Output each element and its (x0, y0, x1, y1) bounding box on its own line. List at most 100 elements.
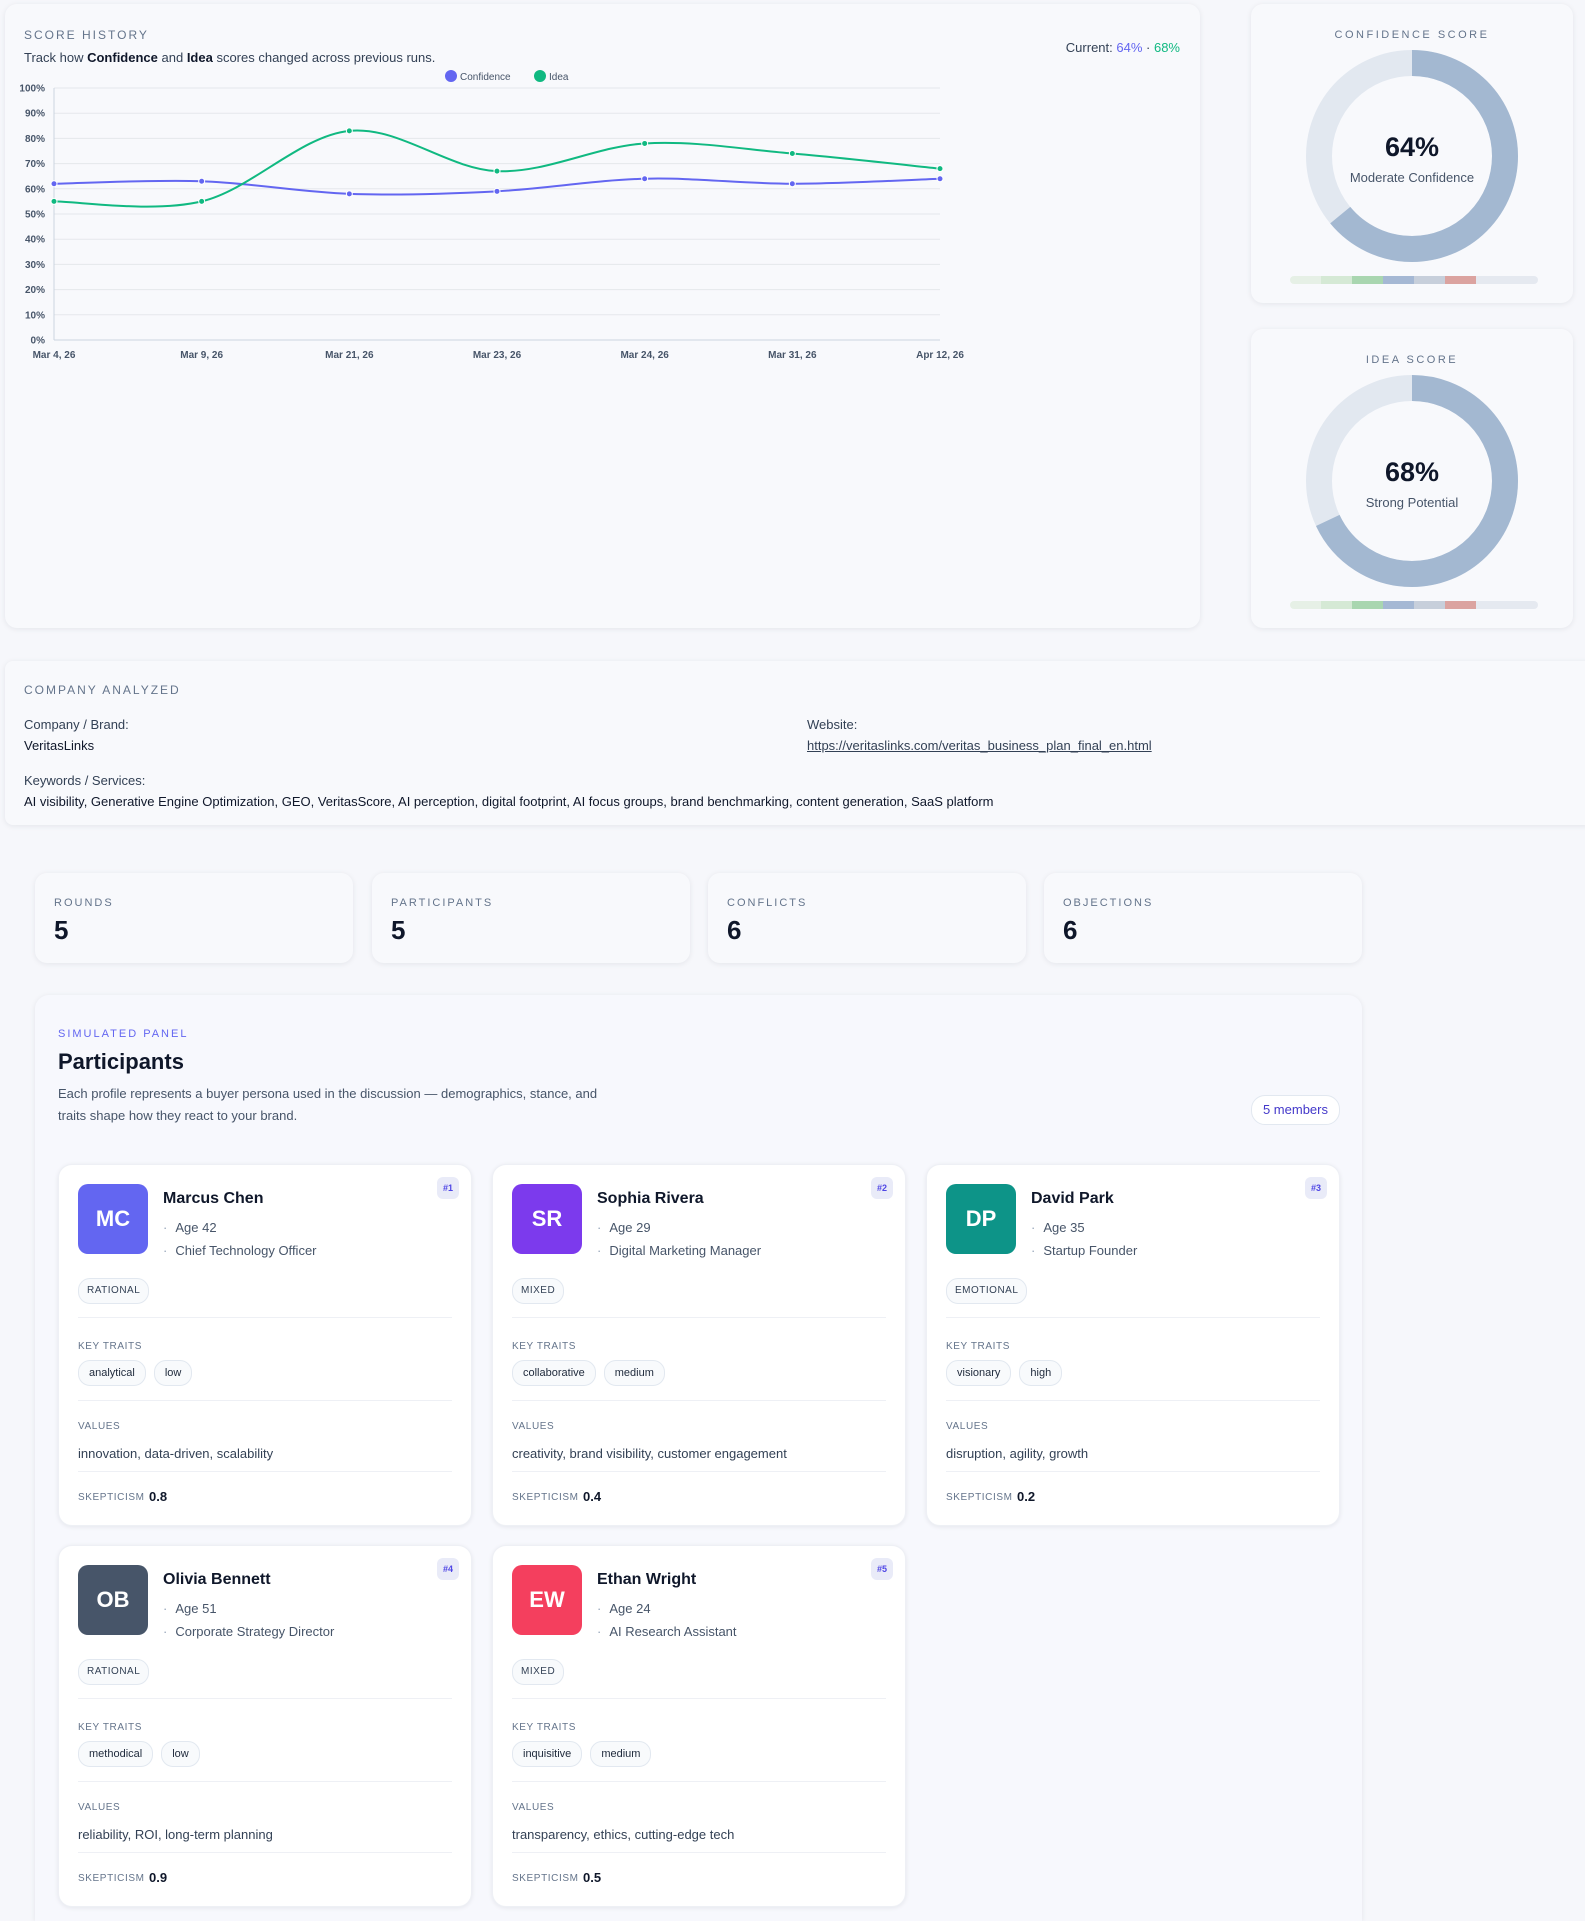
stat-value: 5 (391, 915, 406, 945)
participant-card: #5 EW Ethan Wright Age 24 AI Research Assist… (492, 1545, 906, 1907)
keywords-label: Keywords / Services: (24, 773, 146, 788)
y-tick-label: 100% (19, 84, 45, 95)
data-point-idea (493, 167, 501, 175)
participant-card: #4 OB Olivia Bennett Age 51 Corporate Strate… (58, 1545, 472, 1907)
participant-role: Corporate Strategy Director (163, 1624, 334, 1639)
divider (512, 1852, 886, 1853)
skepticism-label: SKEPTICISM (512, 1873, 579, 1884)
participant-role: Startup Founder (1031, 1243, 1137, 1258)
trait-chip: methodical (78, 1741, 154, 1767)
values-label: VALUES (946, 1421, 989, 1432)
values-label: VALUES (78, 1421, 121, 1432)
y-tick-label: 80% (25, 134, 45, 145)
trait-list: analytical low (78, 1360, 193, 1386)
data-point-confidence (788, 180, 796, 188)
data-point-confidence (198, 177, 206, 185)
participant-card: #3 DP David Park Age 35 Startup Founder EMOTI… (926, 1164, 1340, 1526)
divider (512, 1781, 886, 1782)
current-scores: Current: 64% · 68% (1065, 40, 1180, 55)
avatar: DP (946, 1184, 1016, 1254)
scale-segment (1445, 276, 1476, 284)
idea-score-card: IDEA SCORE 68% Strong Potential (1251, 329, 1573, 628)
stat-value: 6 (727, 915, 742, 945)
skepticism-label: SKEPTICISM (78, 1873, 145, 1884)
divider (78, 1852, 452, 1853)
trait-chip: medium (590, 1741, 652, 1767)
data-point-confidence (641, 175, 649, 183)
x-tick-label: Mar 4, 26 (33, 350, 76, 361)
members-badge: 5 members (1250, 1095, 1340, 1125)
divider (78, 1471, 452, 1472)
skepticism-value: 0.5 (583, 1870, 602, 1885)
x-tick-label: Apr 12, 26 (916, 350, 964, 361)
legend-swatch (445, 70, 457, 82)
participant-role: Digital Marketing Manager (597, 1243, 761, 1258)
trait-list: inquisitive medium (512, 1741, 652, 1767)
scale-segment (1383, 276, 1414, 284)
panel-description: Each profile represents a buyer persona … (58, 1086, 598, 1123)
skepticism-label: SKEPTICISM (946, 1492, 1013, 1503)
stat-label: CONFLICTS (727, 897, 808, 909)
participant-rank: #5 (871, 1558, 893, 1580)
trait-chip: low (161, 1741, 200, 1767)
skepticism-value: 0.4 (583, 1489, 602, 1504)
participant-role: AI Research Assistant (597, 1624, 736, 1639)
skepticism-value: 0.9 (149, 1870, 168, 1885)
stat-value: 5 (54, 915, 69, 945)
divider (78, 1317, 452, 1318)
x-tick-label: Mar 21, 26 (325, 350, 374, 361)
legend-label: Confidence (460, 72, 511, 83)
idea-gauge (1306, 375, 1518, 587)
stat-label: ROUNDS (54, 897, 114, 909)
avatar: SR (512, 1184, 582, 1254)
score-history-eyebrow: SCORE HISTORY (24, 28, 149, 42)
stance-badge: MIXED (512, 1278, 565, 1304)
participant-values: innovation, data-driven, scalability (78, 1446, 274, 1461)
avatar: EW (512, 1565, 582, 1635)
score-history-chart: 0% 10% 20% 30% 40% 50% 60% 70% 80% 90% 100% Mar 4, … (19, 70, 964, 361)
participant-age: Age 35 (1031, 1220, 1084, 1235)
scale-segment (1476, 276, 1507, 284)
x-tick-label: Mar 31, 26 (768, 350, 817, 361)
y-tick-label: 50% (25, 210, 45, 221)
participant-values: reliability, ROI, long-term planning (78, 1827, 273, 1842)
trait-chip: medium (603, 1360, 665, 1386)
values-label: VALUES (512, 1421, 555, 1432)
confidence-label: Moderate Confidence (1349, 170, 1475, 185)
data-point-confidence (936, 175, 944, 183)
keywords-value: AI visibility, Generative Engine Optimiz… (24, 794, 994, 809)
participant-age: Age 24 (597, 1601, 650, 1616)
website-link[interactable]: https://veritaslinks.com/veritas_busines… (807, 738, 1152, 753)
confidence-value: 64% (1384, 132, 1440, 162)
y-tick-label: 0% (31, 336, 46, 347)
brand-label: Company / Brand: (24, 717, 129, 732)
divider (946, 1471, 1320, 1472)
trait-chip: collaborative (512, 1360, 596, 1386)
divider (512, 1698, 886, 1699)
panel-eyebrow: SIMULATED PANEL (58, 1028, 189, 1040)
trait-chip: inquisitive (512, 1741, 583, 1767)
idea-value: 68% (1384, 457, 1440, 487)
participant-card: #2 SR Sophia Rivera Age 29 Digital Marketing… (492, 1164, 906, 1526)
stat-value: 6 (1063, 915, 1078, 945)
participant-rank: #3 (1305, 1177, 1327, 1199)
participant-values: disruption, agility, growth (946, 1446, 1089, 1461)
divider (512, 1317, 886, 1318)
data-point-confidence (345, 190, 353, 198)
scale-segment (1352, 601, 1383, 609)
trait-chip: high (1019, 1360, 1063, 1386)
data-point-idea (936, 165, 944, 173)
divider (78, 1781, 452, 1782)
participants-panel: SIMULATED PANEL Participants Each profil… (35, 995, 1362, 1921)
data-point-idea (345, 127, 353, 135)
trait-chip: analytical (78, 1360, 146, 1386)
legend-swatch (534, 70, 546, 82)
trait-chip: low (153, 1360, 193, 1386)
scale-segment (1321, 601, 1352, 609)
trait-list: collaborative medium (512, 1360, 665, 1386)
participant-rank: #4 (437, 1558, 459, 1580)
values-label: VALUES (512, 1802, 555, 1813)
avatar: MC (78, 1184, 148, 1254)
stat-objections: OBJECTIONS 6 (1044, 873, 1362, 963)
skepticism-label: SKEPTICISM (512, 1492, 579, 1503)
